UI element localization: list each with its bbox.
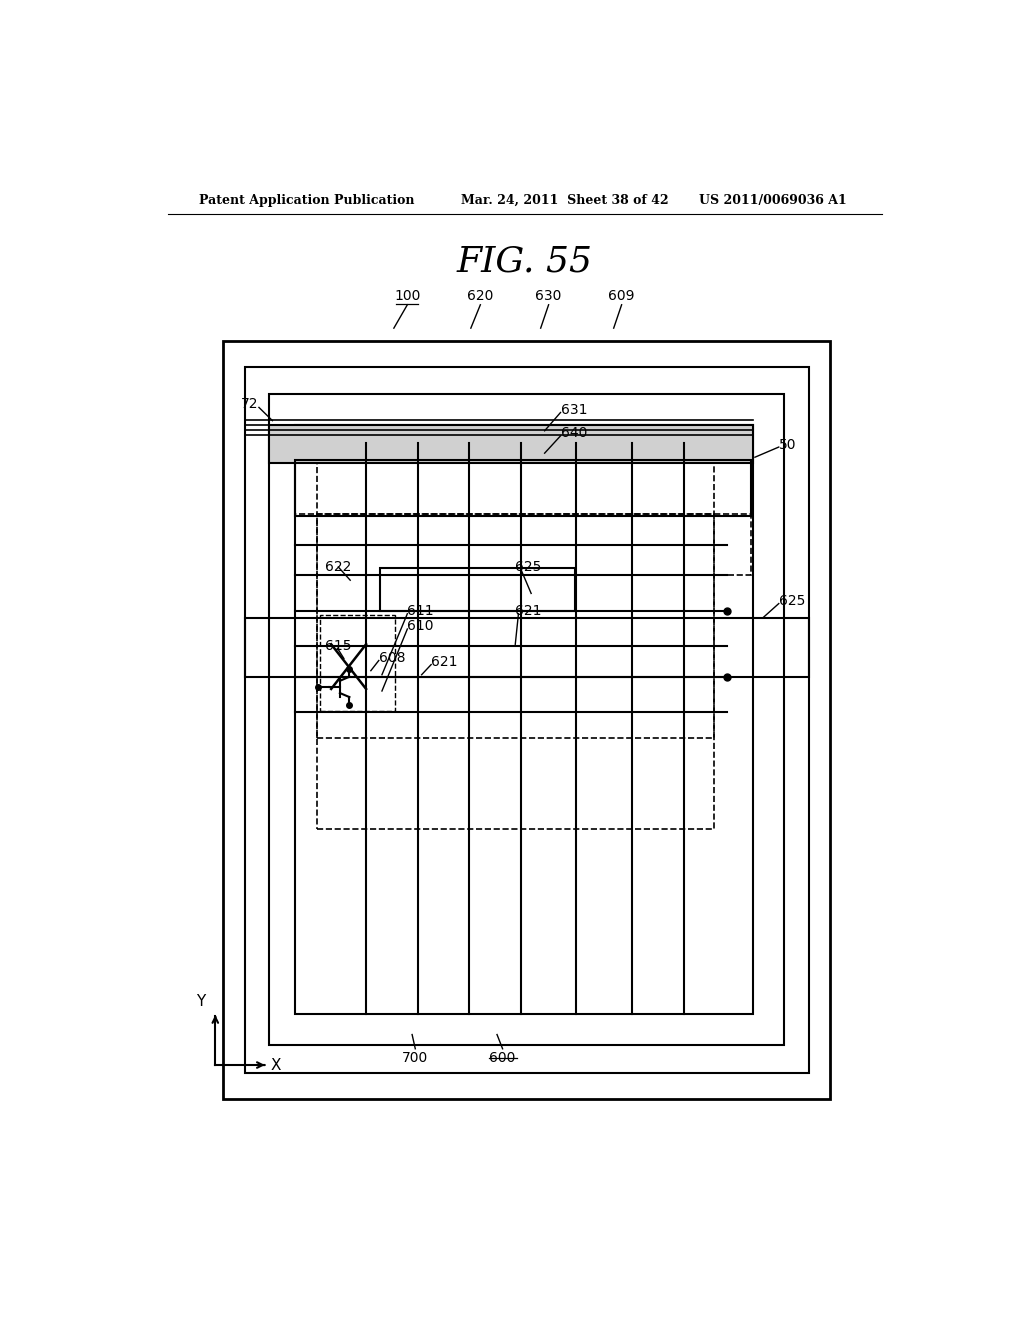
Text: 630: 630 <box>536 289 562 302</box>
Text: 50: 50 <box>778 438 797 451</box>
Text: Patent Application Publication: Patent Application Publication <box>200 194 415 207</box>
Text: 700: 700 <box>402 1051 428 1065</box>
Text: 100: 100 <box>394 289 421 302</box>
Text: Mar. 24, 2011  Sheet 38 of 42: Mar. 24, 2011 Sheet 38 of 42 <box>461 194 669 207</box>
Text: 600: 600 <box>489 1051 516 1065</box>
Text: 631: 631 <box>560 404 587 417</box>
Text: 609: 609 <box>608 289 635 302</box>
Text: 625: 625 <box>515 560 542 574</box>
Text: US 2011/0069036 A1: US 2011/0069036 A1 <box>699 194 847 207</box>
FancyBboxPatch shape <box>269 425 754 463</box>
Text: 621: 621 <box>515 603 542 618</box>
Text: Y: Y <box>197 994 206 1008</box>
Text: 622: 622 <box>325 560 351 574</box>
Text: 620: 620 <box>467 289 494 302</box>
Text: 72: 72 <box>241 397 258 412</box>
Text: 611: 611 <box>408 603 434 618</box>
Text: 610: 610 <box>408 619 434 634</box>
Text: 621: 621 <box>431 655 458 668</box>
Text: 640: 640 <box>560 426 587 440</box>
Text: 615: 615 <box>325 639 351 653</box>
Text: 608: 608 <box>379 652 406 665</box>
Text: FIG. 55: FIG. 55 <box>457 244 593 279</box>
Text: X: X <box>270 1057 282 1073</box>
Text: 625: 625 <box>778 594 805 607</box>
